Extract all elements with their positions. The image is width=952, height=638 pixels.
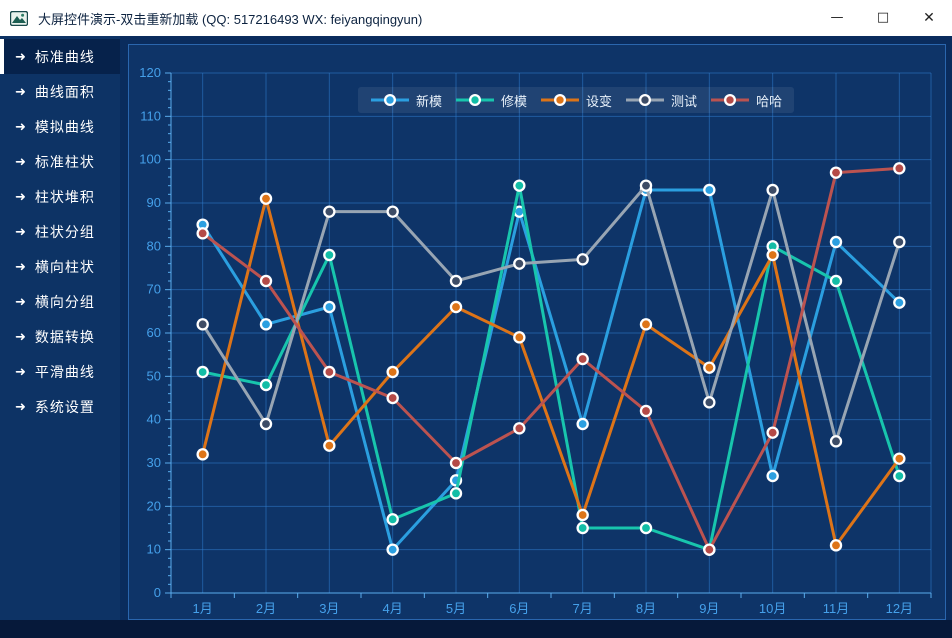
svg-text:6月: 6月 [509,601,529,616]
legend-label: 新模 [416,93,443,109]
legend-marker-icon [541,94,580,106]
svg-text:2月: 2月 [256,601,276,616]
sidebar-item-smooth-curve[interactable]: ➜ 平滑曲线 [0,354,120,389]
sidebar-item-bar-stacked[interactable]: ➜ 柱状堆积 [0,179,120,214]
svg-text:100: 100 [139,152,161,167]
title-bar[interactable]: 大屏控件演示-双击重新加载 (QQ: 517216493 WX: feiyang… [0,0,952,36]
svg-text:0: 0 [154,585,161,600]
svg-text:60: 60 [147,325,161,340]
legend-marker-icon [626,94,665,106]
arrow-right-icon: ➜ [15,258,26,274]
sidebar-item-label: 曲线面积 [34,83,95,100]
legend-marker-icon [456,94,495,106]
svg-text:70: 70 [147,282,161,297]
gridlines [171,72,932,594]
picture-icon [10,10,30,26]
sidebar-item-label: 数据转换 [34,328,95,345]
minimize-button[interactable]: — [814,0,860,36]
svg-text:40: 40 [147,412,161,427]
x-axis: 1月 2月 3月 4月 5月 6月 7月 8月 9月 10月 11月 12月 [170,592,932,616]
arrow-right-icon: ➜ [15,293,26,309]
sidebar-item-horizontal-bar[interactable]: ➜ 横向柱状 [0,249,120,284]
sidebar-item-label: 柱状堆积 [34,188,95,205]
arrow-right-icon: ➜ [15,363,26,379]
legend-item-new-mold[interactable]: 新模 [370,91,442,110]
legend-item-test[interactable]: 测试 [625,91,697,110]
window-controls: — □ ✕ [814,0,952,36]
arrow-right-icon: ➜ [15,398,26,414]
sidebar-item-standard-curve[interactable]: ➜ 标准曲线 [0,39,120,74]
svg-text:12月: 12月 [886,601,913,616]
svg-text:10: 10 [147,542,161,557]
sidebar-item-label: 模拟曲线 [34,118,95,135]
sidebar-item-label: 柱状分组 [34,223,95,240]
arrow-right-icon: ➜ [15,153,26,169]
svg-text:11月: 11月 [823,601,850,616]
svg-text:80: 80 [147,238,161,253]
sidebar-item-horizontal-grouped[interactable]: ➜ 横向分组 [0,284,120,319]
sidebar-item-label: 横向柱状 [34,258,95,275]
sidebar-item-standard-bar[interactable]: ➜ 标准柱状 [0,144,120,179]
series-haha [196,162,906,556]
legend-marker-icon [711,94,750,106]
svg-text:8月: 8月 [636,601,656,616]
legend-item-design-change[interactable]: 设变 [540,91,612,110]
sidebar-item-system-settings[interactable]: ➜ 系统设置 [0,389,120,424]
app-body: ➜ 标准曲线 ➜ 曲线面积 ➜ 模拟曲线 ➜ 标准柱状 ➜ 柱状堆积 ➜ 柱状分组 ➜ 横向柱状 ➜ 横向分组… [0,36,952,620]
legend-label: 设变 [586,93,613,109]
series-test [196,179,906,448]
svg-text:5月: 5月 [446,601,466,616]
sidebar-item-bar-grouped[interactable]: ➜ 柱状分组 [0,214,120,249]
arrow-right-icon: ➜ [15,83,26,99]
sidebar-item-simulated-curve[interactable]: ➜ 模拟曲线 [0,109,120,144]
arrow-right-icon: ➜ [15,188,26,204]
svg-text:3月: 3月 [319,601,339,616]
arrow-right-icon: ➜ [15,223,26,239]
legend-marker-icon [371,94,409,106]
legend-label: 修模 [501,93,528,109]
sidebar: ➜ 标准曲线 ➜ 曲线面积 ➜ 模拟曲线 ➜ 标准柱状 ➜ 柱状堆积 ➜ 柱状分组 ➜ 横向柱状 ➜ 横向分组… [0,36,120,620]
arrow-right-icon: ➜ [15,328,26,344]
main-area: 0 10 20 30 40 50 60 70 80 90 100 110 120 1月 2月 3月 4月 5月 6月… [120,36,952,620]
legend-item-mold-repair[interactable]: 修模 [455,91,527,110]
series-design-change [196,192,906,552]
svg-text:120: 120 [139,65,161,80]
chart-panel: 0 10 20 30 40 50 60 70 80 90 100 110 120 1月 2月 3月 4月 5月 6月… [128,44,946,620]
svg-text:30: 30 [147,455,161,470]
sidebar-item-label: 平滑曲线 [34,363,95,380]
svg-text:50: 50 [147,368,161,383]
window-title: 大屏控件演示-双击重新加载 (QQ: 517216493 WX: feiyang… [38,11,423,27]
svg-text:20: 20 [147,498,161,513]
close-button[interactable]: ✕ [906,0,952,36]
maximize-button[interactable]: □ [860,0,906,36]
arrow-right-icon: ➜ [15,118,26,134]
legend-label: 测试 [671,93,698,109]
svg-text:1月: 1月 [193,601,213,616]
sidebar-item-label: 横向分组 [34,293,95,310]
sidebar-item-label: 系统设置 [34,398,95,415]
svg-text:90: 90 [147,195,161,210]
bottom-strip [0,620,952,638]
chart-legend: 新模 修模 设变 测试 哈哈 [358,87,795,113]
sidebar-item-label: 标准柱状 [34,153,95,170]
line-chart[interactable]: 0 10 20 30 40 50 60 70 80 90 100 110 120 1月 2月 3月 4月 5月 6月… [129,45,945,619]
svg-text:4月: 4月 [383,601,403,616]
svg-text:9月: 9月 [699,601,719,616]
legend-label: 哈哈 [756,93,783,109]
sidebar-item-label: 标准曲线 [34,48,95,65]
svg-text:7月: 7月 [573,601,593,616]
sidebar-item-data-transform[interactable]: ➜ 数据转换 [0,319,120,354]
svg-text:10月: 10月 [759,601,786,616]
legend-item-haha[interactable]: 哈哈 [710,91,782,110]
y-axis: 0 10 20 30 40 50 60 70 80 90 100 110 120 [139,65,172,600]
arrow-right-icon: ➜ [15,48,26,64]
sidebar-item-curve-area[interactable]: ➜ 曲线面积 [0,74,120,109]
svg-text:110: 110 [140,108,161,123]
series-mold-repair [196,179,906,556]
